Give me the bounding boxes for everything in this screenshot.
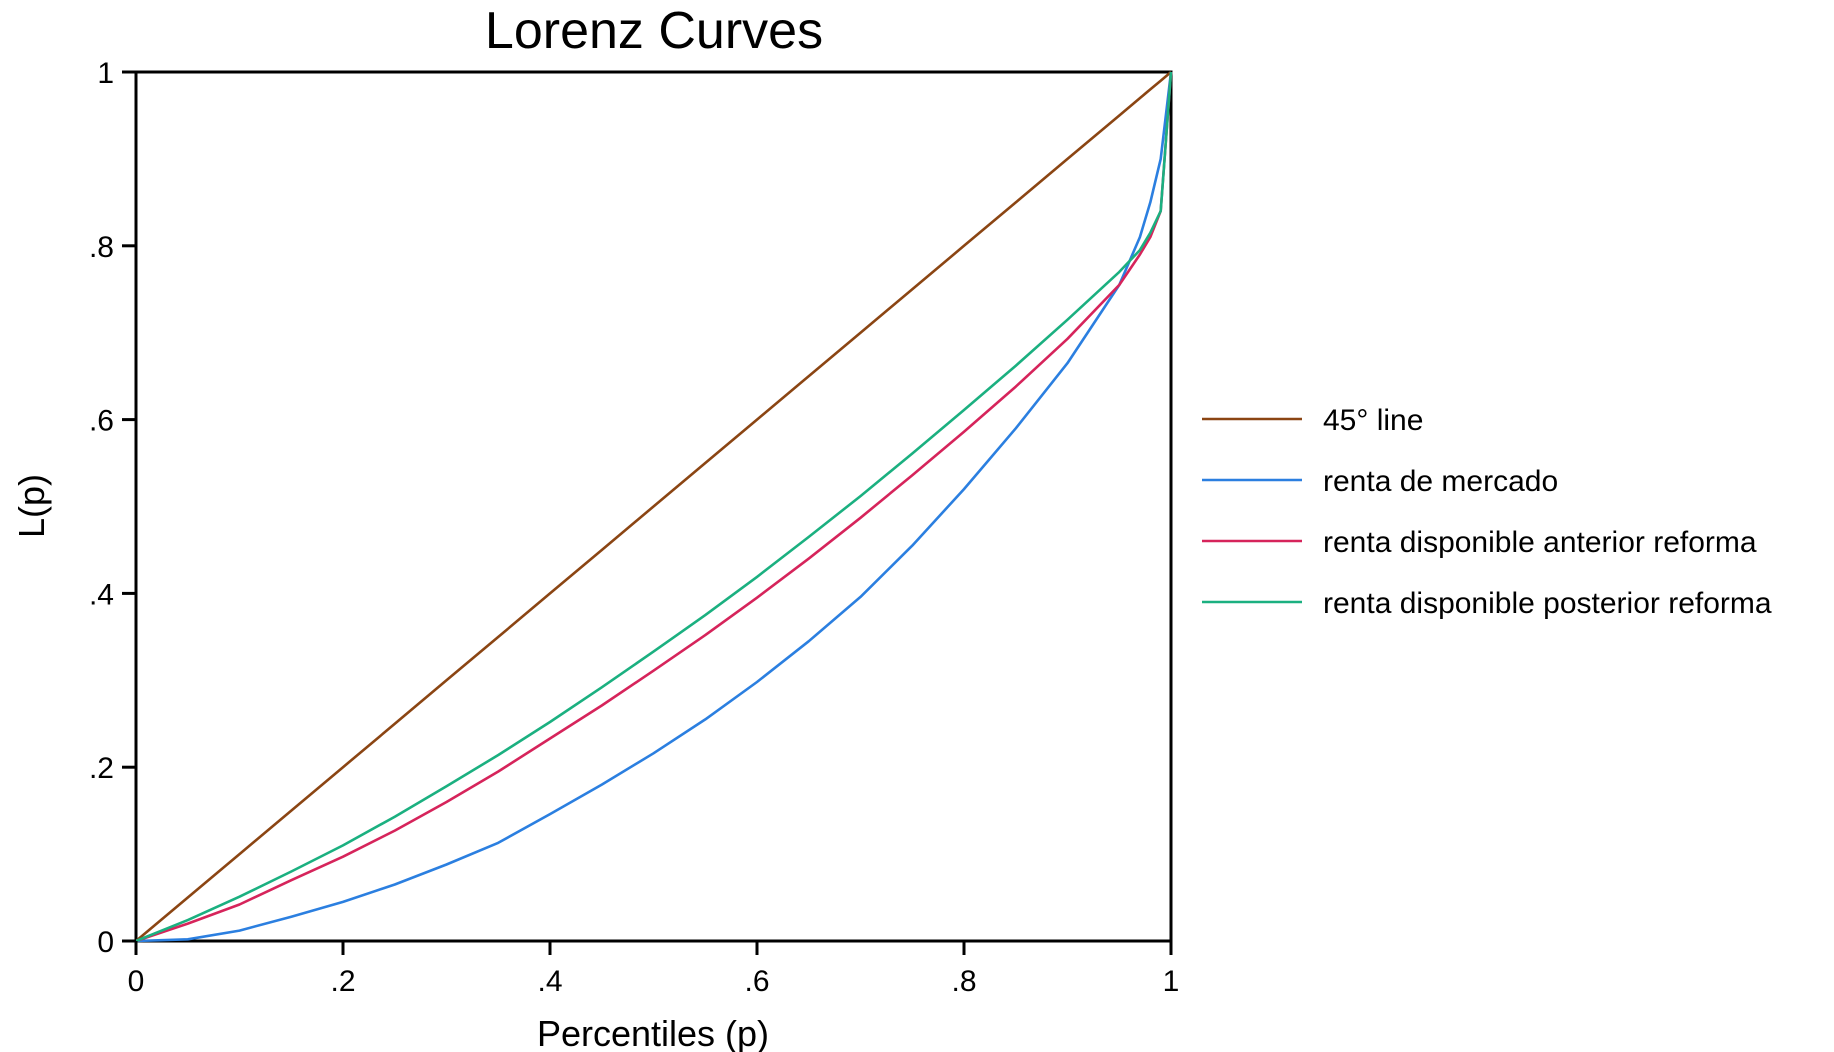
x-tick-label: .4 (537, 965, 562, 998)
series-line-1 (135, 71, 1172, 942)
plot-area (134, 70, 1173, 943)
y-tick-label: 0 (97, 926, 114, 959)
legend-label-2: renta de mercado (1323, 465, 1558, 498)
x-tick-label: 0 (128, 965, 145, 998)
series-layer (135, 71, 1173, 943)
x-tick-label: .2 (330, 965, 355, 998)
legend-label-3: renta disponible anterior reforma (1323, 526, 1757, 559)
x-tick-label: 1 (1163, 965, 1180, 998)
legend-label-1: 45° line (1323, 404, 1423, 437)
plot-frame (134, 70, 1173, 943)
x-axis-title: Percentiles (p) (537, 1013, 769, 1052)
legend: 45° line renta de mercado renta disponible… (1202, 404, 1772, 620)
y-axis-title: L(p) (11, 474, 52, 538)
legend-label-4: renta disponible posterior reforma (1323, 587, 1772, 620)
y-tick-label: .8 (89, 231, 114, 264)
y-tick-label: 1 (97, 57, 114, 90)
x-tick-label: .6 (744, 965, 769, 998)
chart-title: Lorenz Curves (485, 2, 823, 60)
y-tick-label: .4 (89, 578, 114, 611)
y-tick-label: .6 (89, 405, 114, 438)
x-tick-label: .8 (951, 965, 976, 998)
y-tick-label: .2 (89, 752, 114, 785)
y-axis: 0 .2 .4 .6 .8 1 (89, 57, 136, 959)
series-line-4 (135, 71, 1173, 943)
series-line-2 (135, 71, 1173, 943)
series-line-3 (135, 71, 1173, 943)
x-axis: 0 .2 .4 .6 .8 1 (128, 941, 1180, 998)
